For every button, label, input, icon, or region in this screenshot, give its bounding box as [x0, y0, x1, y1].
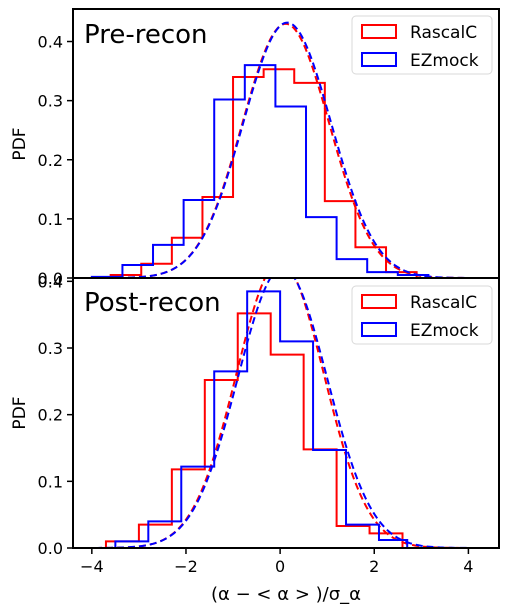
gaussian-fit-ezmock	[73, 21, 499, 278]
histogram-ezmock	[114, 290, 438, 548]
y-tick-label: 0.3	[38, 92, 63, 111]
legend-swatch-ezmock	[361, 322, 397, 337]
legend-label-rascalc: RascalC	[410, 23, 477, 43]
y-tick-label: 0.4	[38, 33, 63, 52]
pre-recon-title: Pre-recon	[84, 20, 208, 50]
pre-recon-histograms	[73, 21, 499, 278]
post-recon-y-ticks: 0.0 0.1 0.2 0.3 0.4	[38, 272, 73, 558]
histogram-ezmock	[90, 64, 457, 278]
post-recon-x-ticks: −4 −2 0 2 4	[80, 548, 473, 576]
y-tick-label: 0.2	[38, 151, 63, 170]
pre-recon-y-label: PDF	[10, 127, 30, 160]
y-tick-label: 0.0	[38, 539, 63, 558]
legend-box	[351, 15, 493, 75]
x-tick-label: −4	[80, 557, 104, 576]
y-tick-label: 0.4	[38, 272, 63, 291]
x-tick-label: −2	[174, 557, 198, 576]
post-recon-panel: 0.0 0.1 0.2 0.3 0.4 −4 −2 0 2 4 Post-recon PDF R…	[10, 272, 500, 576]
legend-box	[351, 285, 493, 345]
legend-label-ezmock: EZmock	[410, 321, 479, 341]
y-tick-label: 0.1	[38, 210, 63, 229]
y-tick-label: 0.0	[38, 269, 63, 288]
legend-label-rascalc: RascalC	[410, 293, 477, 313]
pre-recon-legend: RascalC EZmock	[351, 15, 493, 75]
y-tick-label: 0.2	[38, 406, 63, 425]
pre-recon-panel: 0.0 0.1 0.2 0.3 0.4 Pre-recon PDF RascalC EZ…	[10, 8, 500, 288]
legend-swatch-rascalc	[361, 294, 397, 309]
x-tick-label: 0	[275, 557, 285, 576]
pre-recon-y-ticks: 0.0 0.1 0.2 0.3 0.4	[38, 33, 73, 288]
post-recon-title: Post-recon	[84, 288, 221, 318]
post-recon-legend: RascalC EZmock	[351, 285, 493, 345]
legend-label-ezmock: EZmock	[410, 51, 479, 71]
legend-swatch-ezmock	[361, 52, 397, 67]
y-tick-label: 0.1	[38, 472, 63, 491]
post-recon-frame	[72, 277, 500, 549]
x-tick-label: 2	[369, 557, 379, 576]
histogram-rascalc	[104, 312, 441, 548]
legend-swatch-rascalc	[361, 24, 397, 39]
y-tick-label: 0.3	[38, 339, 63, 358]
x-axis-label: (α − < α > )/σ_α	[211, 584, 361, 605]
x-tick-label: 4	[463, 557, 473, 576]
gaussian-fit-ezmock	[73, 278, 499, 548]
histogram-rascalc	[109, 68, 448, 278]
post-recon-y-label: PDF	[10, 396, 30, 429]
